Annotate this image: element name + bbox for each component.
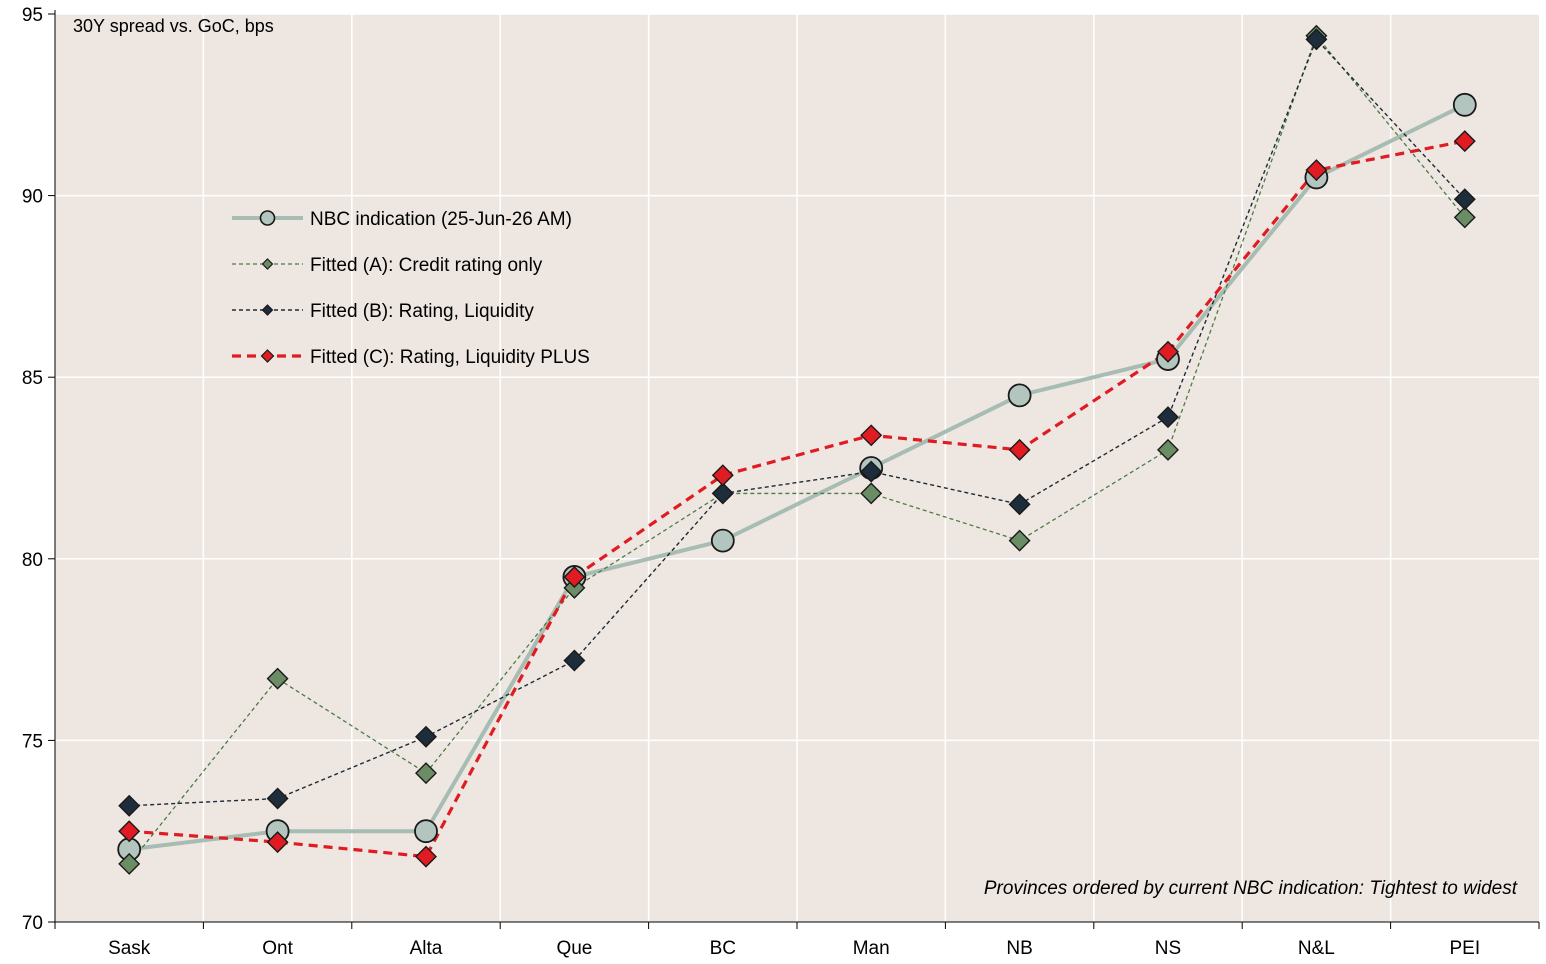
legend-marker-1 (261, 258, 274, 270)
data-point-s1-0 (118, 852, 141, 875)
x-tick-label: NB (1006, 938, 1032, 959)
data-point-s3-2 (415, 845, 437, 868)
data-point-s3-0 (118, 820, 141, 843)
data-point-s3-4 (711, 464, 734, 487)
y-tick-label: 75 (22, 731, 43, 752)
data-point-s3-7 (1157, 340, 1179, 363)
data-point-s0-6 (1007, 383, 1032, 408)
series-line-1 (128, 35, 1466, 865)
data-point-s2-5 (860, 460, 883, 483)
y-tick-label: 70 (22, 913, 43, 934)
x-tick-label: BC (710, 938, 736, 959)
legend-marker-3 (260, 349, 275, 363)
legend-marker-2 (261, 304, 274, 316)
data-point-s2-8 (1305, 28, 1328, 51)
data-point-s0-2 (414, 819, 438, 844)
series-lines (128, 35, 1466, 865)
data-point-s3-9 (1453, 130, 1476, 153)
axes: 70 75 80 85 90 95 Sask Ont Alta Que BC Man NB NS N&L PE… (22, 5, 1540, 959)
x-tick-label: Ont (262, 938, 293, 959)
data-point-s3-3 (563, 565, 586, 588)
data-point-s2-1 (266, 787, 289, 810)
y-tick-label: 80 (22, 550, 43, 571)
data-point-s1-5 (860, 482, 883, 505)
x-tick-label: Alta (410, 938, 443, 959)
series-markers (117, 24, 1477, 875)
data-point-s2-2 (415, 725, 437, 748)
x-tick-label: NS (1155, 938, 1181, 959)
x-tick-label: N&L (1298, 938, 1335, 959)
x-tick-label: Que (556, 938, 592, 959)
data-point-s1-9 (1453, 206, 1476, 229)
data-point-s3-5 (860, 424, 883, 447)
legend-label-2: Fitted (B): Rating, Liquidity (310, 301, 534, 322)
data-point-s2-9 (1453, 188, 1476, 211)
y-axis-label: 30Y spread vs. GoC, bps (73, 16, 274, 36)
data-point-s3-8 (1305, 159, 1328, 182)
data-point-s2-6 (1008, 493, 1031, 516)
data-point-s1-7 (1157, 438, 1179, 461)
x-tick-label: Man (853, 938, 890, 959)
y-tick-label: 95 (22, 5, 43, 26)
legend-label-0: NBC indication (25-Jun-26 AM) (310, 209, 572, 230)
data-point-s0-9 (1452, 92, 1477, 117)
data-point-s3-6 (1008, 438, 1031, 461)
legend: NBC indication (25-Jun-26 AM) Fitted (A):… (232, 209, 590, 368)
legend-label-3: Fitted (C): Rating, Liquidity PLUS (310, 347, 590, 368)
chart-annotation: Provinces ordered by current NBC indicat… (984, 878, 1518, 899)
data-point-s2-0 (118, 794, 141, 817)
data-point-s3-1 (266, 831, 289, 854)
x-tick-label: Sask (108, 938, 151, 959)
data-point-s1-6 (1008, 529, 1031, 552)
data-point-s2-7 (1157, 406, 1179, 429)
y-tick-label: 85 (22, 368, 43, 389)
data-point-s2-3 (563, 649, 586, 672)
legend-marker-0 (259, 210, 276, 226)
data-point-s1-1 (266, 667, 289, 690)
gridlines (55, 13, 1539, 922)
y-tick-label: 90 (22, 187, 43, 208)
legend-label-1: Fitted (A): Credit rating only (310, 255, 543, 276)
data-point-s1-2 (415, 762, 437, 785)
data-point-s0-4 (710, 528, 735, 553)
data-point-s2-4 (711, 482, 734, 505)
series-line-0 (128, 103, 1466, 852)
series-line-3 (129, 139, 1466, 859)
x-tick-label: PEI (1449, 938, 1480, 959)
